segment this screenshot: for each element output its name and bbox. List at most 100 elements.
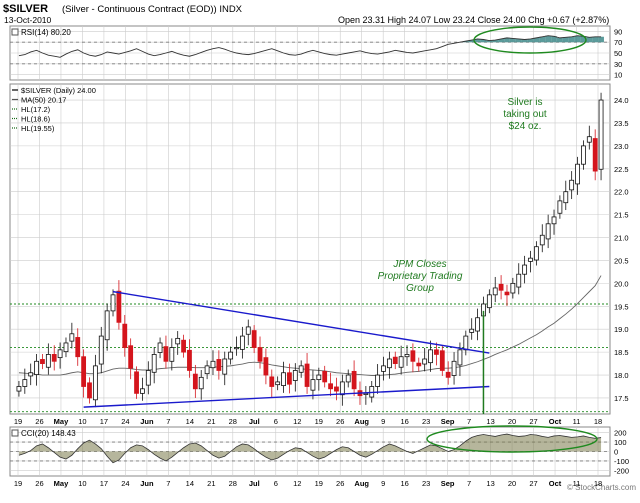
annotation-jpm: JPM Closes Proprietary Trading Group	[378, 259, 463, 294]
cci-series-line	[18, 433, 602, 464]
candle-body	[45, 354, 51, 368]
candle-body	[275, 381, 281, 386]
candle-body	[251, 330, 257, 348]
candle-body	[598, 99, 604, 170]
price-candle	[251, 325, 257, 354]
price-candle	[492, 276, 498, 303]
candle-body	[410, 350, 416, 362]
x-tick-label: 26	[35, 417, 43, 426]
candle-body	[592, 138, 598, 172]
candle-body	[398, 356, 404, 368]
price-ytick-label: 23.5	[614, 119, 629, 128]
x-tick-label: 9	[381, 417, 385, 426]
price-candle	[486, 289, 492, 314]
price-candle	[522, 255, 528, 284]
x-tick-label: 18	[594, 479, 602, 488]
candle-body	[192, 373, 198, 390]
x-tick-label: 21	[207, 479, 215, 488]
price-ytick-label: 18.5	[614, 348, 629, 357]
candle-body	[157, 342, 163, 353]
price-candle	[539, 224, 545, 253]
price-candle	[163, 335, 169, 369]
price-candle	[328, 372, 333, 397]
price-candle	[40, 353, 45, 370]
price-candle	[434, 342, 439, 366]
annotation-line: Silver is	[507, 97, 542, 108]
x-tick-label: 27	[529, 479, 537, 488]
x-tick-label: 27	[529, 417, 537, 426]
candle-body	[528, 257, 533, 262]
price-candle	[275, 376, 281, 391]
x-tick-label: 23	[422, 417, 430, 426]
candle-body	[292, 370, 298, 381]
candle-body	[298, 365, 304, 373]
price-ytick-label: 19.5	[614, 302, 629, 311]
x-tick-label: Oct	[549, 417, 562, 426]
annotation-line: $24 oz.	[509, 121, 542, 132]
price-candle	[439, 345, 445, 376]
candle-body	[392, 356, 398, 364]
rsi-panel: 10 30 50 70 90 RSI(14) 80.20	[9, 25, 622, 81]
price-candle	[345, 369, 351, 388]
x-tick-label: 26	[35, 479, 43, 488]
candle-body	[40, 359, 45, 364]
price-ytick-label: 18.0	[614, 371, 629, 380]
price-ytick-label: 20.0	[614, 279, 629, 288]
candle-body	[404, 354, 410, 358]
price-candle	[545, 214, 551, 249]
x-tick-label: Jul	[249, 479, 260, 488]
candle-body	[69, 333, 75, 342]
candle-body	[22, 379, 28, 387]
price-legend-label: $SILVER (Daily) 24.00	[21, 86, 96, 95]
cci-ytick-label: -100	[614, 457, 629, 466]
price-candle	[22, 368, 28, 394]
x-tick-label: 19	[315, 479, 323, 488]
candle-body	[316, 374, 322, 381]
price-candle	[533, 241, 539, 266]
candle-body	[104, 310, 110, 341]
candle-body	[434, 349, 439, 355]
price-candle	[475, 308, 480, 341]
price-candle	[181, 334, 186, 358]
cci-area	[18, 434, 602, 463]
price-candle	[592, 129, 598, 181]
price-candle	[34, 353, 39, 386]
price-candle	[69, 322, 75, 349]
x-tick-label: 11	[573, 417, 581, 426]
x-tick-label: 28	[229, 417, 237, 426]
cci-ytick-label: -200	[614, 466, 629, 475]
candle-body	[310, 379, 316, 391]
price-ytick-label: 21.5	[614, 211, 629, 220]
x-tick-label: 21	[207, 417, 215, 426]
candle-body	[322, 370, 328, 383]
candle-body	[169, 347, 175, 362]
cci-highlight-ellipse	[426, 425, 598, 453]
candle-body	[216, 359, 222, 371]
price-candle	[386, 351, 392, 379]
price-candle	[304, 353, 310, 394]
price-legend-label: HL(17.2)	[21, 105, 51, 114]
rsi-ytick-label: 10	[614, 71, 622, 80]
candle-body	[87, 382, 92, 399]
x-tick-label: Aug	[354, 417, 369, 426]
x-tick-label: Oct	[549, 479, 562, 488]
x-tick-label: 14	[186, 479, 194, 488]
price-candle	[451, 352, 457, 385]
candle-body	[339, 381, 345, 396]
price-ytick-label: 22.5	[614, 165, 629, 174]
x-tick-label: 16	[400, 417, 408, 426]
annotation-line: JPM Closes	[392, 259, 446, 270]
price-ytick-label: 22.0	[614, 188, 629, 197]
price-candle	[63, 337, 69, 358]
candle-body	[363, 392, 369, 395]
candle-body	[557, 200, 563, 214]
cci-ytick-label: 200	[614, 429, 627, 438]
price-candle	[375, 364, 381, 394]
x-tick-label: 7	[166, 417, 170, 426]
x-tick-label: 6	[274, 479, 278, 488]
candle-body	[575, 163, 580, 185]
x-tick-label: 28	[229, 479, 237, 488]
candle-body	[428, 349, 433, 364]
price-candle	[498, 275, 504, 300]
x-tick-label: 9	[381, 479, 385, 488]
